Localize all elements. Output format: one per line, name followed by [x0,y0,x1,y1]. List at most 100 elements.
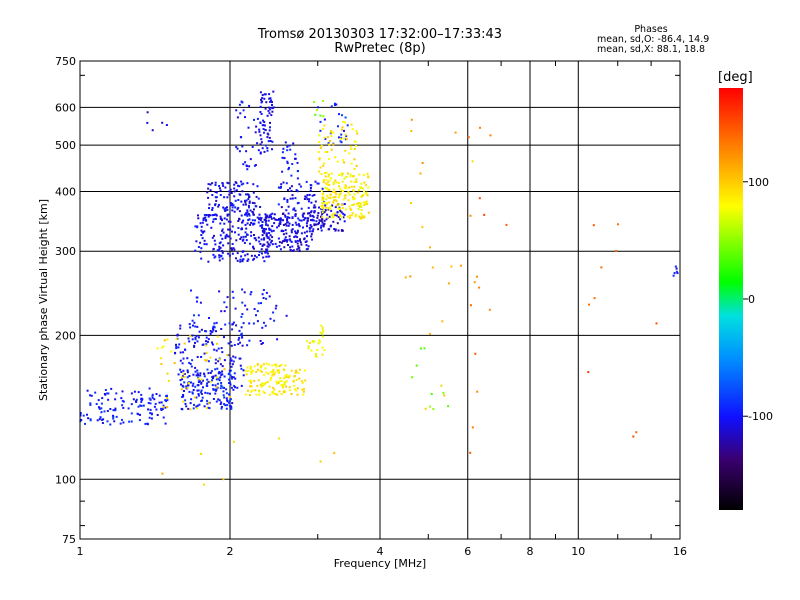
data-point [225,233,228,236]
data-point [325,206,328,209]
data-point [321,207,324,210]
data-point [264,107,267,110]
data-point [260,238,263,241]
data-point [259,206,262,208]
data-point [231,323,234,326]
data-point [260,382,263,385]
data-point [282,230,285,233]
data-point [121,404,124,407]
data-point [205,330,208,333]
data-point [342,216,345,219]
data-point [442,391,445,394]
data-point [100,402,103,405]
data-point [263,131,265,134]
data-point [228,228,231,231]
data-point [263,391,266,394]
data-point [344,184,347,187]
data-point [203,375,206,378]
data-point [220,254,223,257]
data-point [315,223,318,226]
data-point [247,126,250,129]
data-point [229,357,232,360]
data-point [231,243,234,245]
data-point [151,393,154,396]
data-point [341,128,343,131]
data-point [676,272,679,275]
data-point [234,199,237,202]
data-point [314,200,317,203]
data-point [181,362,184,365]
data-point [199,301,202,304]
data-point [188,382,190,385]
data-point [256,363,259,365]
data-point [260,113,263,115]
data-point [147,408,150,411]
data-point [229,341,232,343]
data-point [330,224,332,227]
data-point [319,166,322,169]
data-point [268,244,271,247]
data-point [218,259,221,262]
data-point [186,357,189,360]
data-point [329,140,332,142]
data-point [230,247,233,250]
data-point [218,185,221,187]
data-point [149,398,152,401]
data-point [205,214,208,216]
data-point [334,229,337,232]
data-point [202,217,205,220]
data-point [200,234,203,236]
data-point [336,222,339,225]
data-point [271,104,273,106]
data-point [296,231,299,234]
data-point [166,406,169,409]
data-point [295,369,298,372]
data-point [268,385,271,388]
data-point [264,324,267,327]
data-point [260,225,263,228]
data-point [246,211,249,214]
data-point [319,460,322,463]
data-point [229,188,232,191]
data-point [221,237,224,240]
data-point [219,215,222,218]
data-point [326,183,329,186]
data-point [240,326,243,329]
data-point [188,323,191,326]
data-point [331,216,334,219]
data-point [211,207,214,209]
data-point [280,393,283,396]
data-point [367,211,370,214]
data-point [277,237,280,240]
data-point [233,187,236,190]
data-point [208,317,210,319]
data-point [213,322,216,325]
data-point [317,228,320,231]
data-point [244,201,247,204]
data-point [89,402,92,405]
data-point [308,200,310,203]
data-point [302,215,305,218]
data-point [263,227,265,230]
data-point [258,240,261,243]
data-point [250,381,252,384]
data-point [218,256,221,259]
data-point [253,164,256,167]
data-point [270,239,273,242]
data-point [321,187,324,190]
data-point [280,218,283,221]
data-point [225,218,228,221]
data-point [186,386,189,389]
data-point [270,99,273,102]
data-point [274,242,277,245]
data-point [324,151,327,153]
data-point [223,217,226,220]
data-point [273,222,276,225]
data-point [130,403,133,406]
data-point [367,186,370,189]
data-point [322,211,325,214]
data-point [231,225,234,228]
data-point [245,199,248,202]
data-point [337,216,340,219]
data-point [137,413,140,416]
